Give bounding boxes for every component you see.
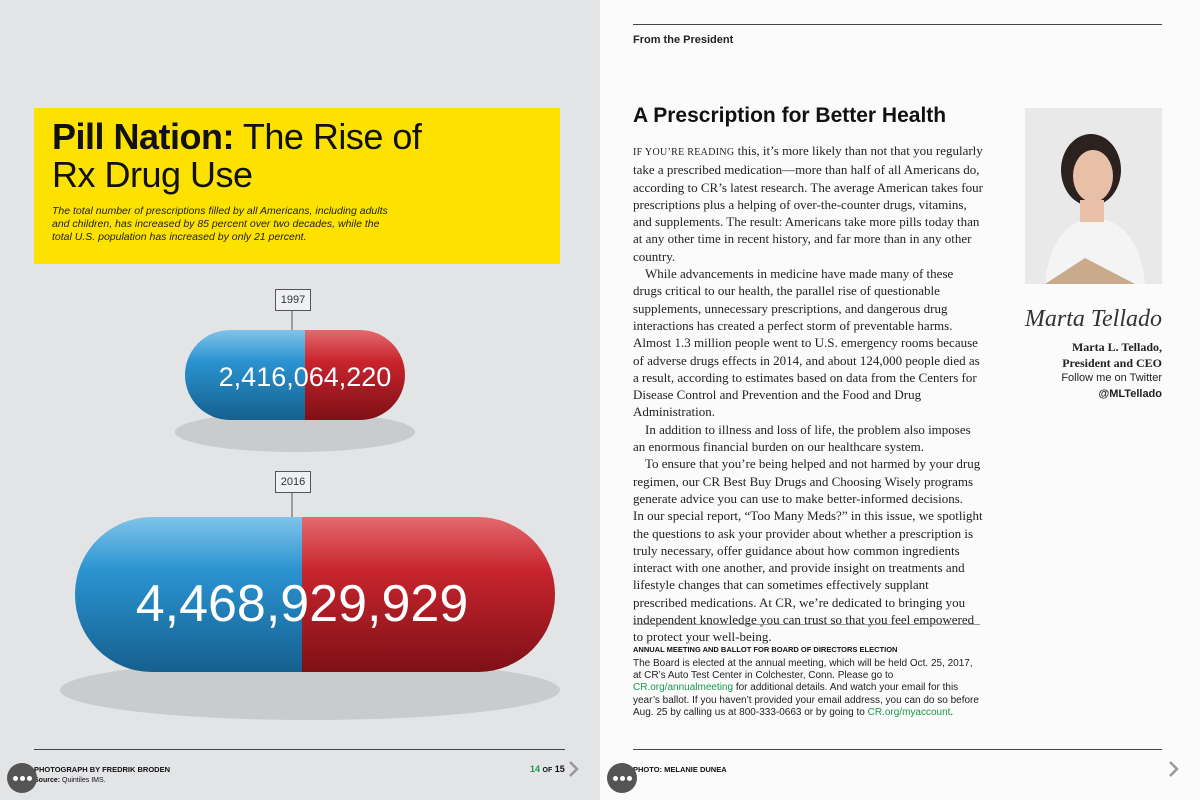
photo-credit: PHOTO: MELANIE DUNEA [633,765,727,774]
count-2016: 4,468,929,929 [136,575,469,633]
source-label: Source: [34,777,61,784]
headline-bold: Pill Nation: [52,116,235,157]
follow-text: Follow me on Twitter [1061,372,1162,384]
author-name: Marta L. Tellado, [1071,340,1162,354]
photo-credit: PHOTOGRAPH BY FREDRIK BRODEN [34,765,170,774]
pill-1997 [175,311,415,452]
box-rule [633,624,980,625]
count-1997: 2,416,064,220 [219,362,392,392]
footer-rule [633,749,1162,750]
page-total: 15 [554,764,565,774]
paragraph: To ensure that you’re being helped and n… [633,456,981,506]
top-rule [633,24,1162,25]
headline-box: Pill Nation: The Rise of Rx Drug Use The… [34,108,560,264]
source: Source: Quintiles IMS. [34,777,106,784]
next-arrow[interactable] [1168,760,1180,778]
more-button[interactable] [7,763,37,793]
source-text: Quintiles IMS. [62,777,106,784]
signature: Marta Tellado [1024,306,1162,332]
article-title: A Prescription for Better Health [633,104,947,127]
more-button[interactable] [607,763,637,793]
next-arrow[interactable] [568,760,580,778]
paragraph: IF YOU’RE READING this, it’s more likely… [633,142,983,265]
article-body: IF YOU’RE READING this, it’s more likely… [633,142,983,646]
text: The Board is elected at the annual meeti… [633,658,973,682]
link[interactable]: CR.org/annualmeeting [633,682,734,694]
year-label: 2016 [275,471,311,493]
lead-in: IF YOU’RE READING [633,147,735,158]
paragraph: In our special report, “Too Many Meds?” … [633,508,983,645]
portrait-photo [1025,108,1162,284]
year-label: 1997 [275,289,311,311]
page-current: 14 [530,764,541,774]
paragraph: While advancements in medicine have made… [633,266,980,420]
page-number: 14 OF 15 [530,764,565,774]
headline: Pill Nation: The Rise of Rx Drug Use [52,118,452,194]
paragraph-text: this, it’s more likely than not that you… [633,143,983,264]
headline-light: The Rise of Rx Drug Use [52,116,422,195]
text: . [950,706,954,718]
left-page: Pill Nation: The Rise of Rx Drug Use The… [0,0,600,800]
pill-graphic: 2,416,064,220 4,468,929,929 [60,311,560,720]
footer-rule [34,749,565,750]
right-page: From the President A Prescription for Be… [600,0,1200,800]
link[interactable]: CR.org/myaccount [867,706,951,718]
author-role: President and CEO [1062,356,1162,370]
paragraph: In addition to illness and loss of life,… [633,421,971,455]
dek: The total number of prescriptions filled… [52,205,388,243]
pill-2016 [60,493,560,720]
twitter-handle[interactable]: @MLTellado [1098,388,1162,400]
box-heading: ANNUAL MEETING AND BALLOT FOR BOARD OF D… [633,645,898,654]
box-text: The Board is elected at the annual meeti… [633,658,983,719]
section-label: From the President [633,34,734,46]
page-of: OF [542,767,553,774]
text: for additional details. And watch your e… [633,682,979,718]
